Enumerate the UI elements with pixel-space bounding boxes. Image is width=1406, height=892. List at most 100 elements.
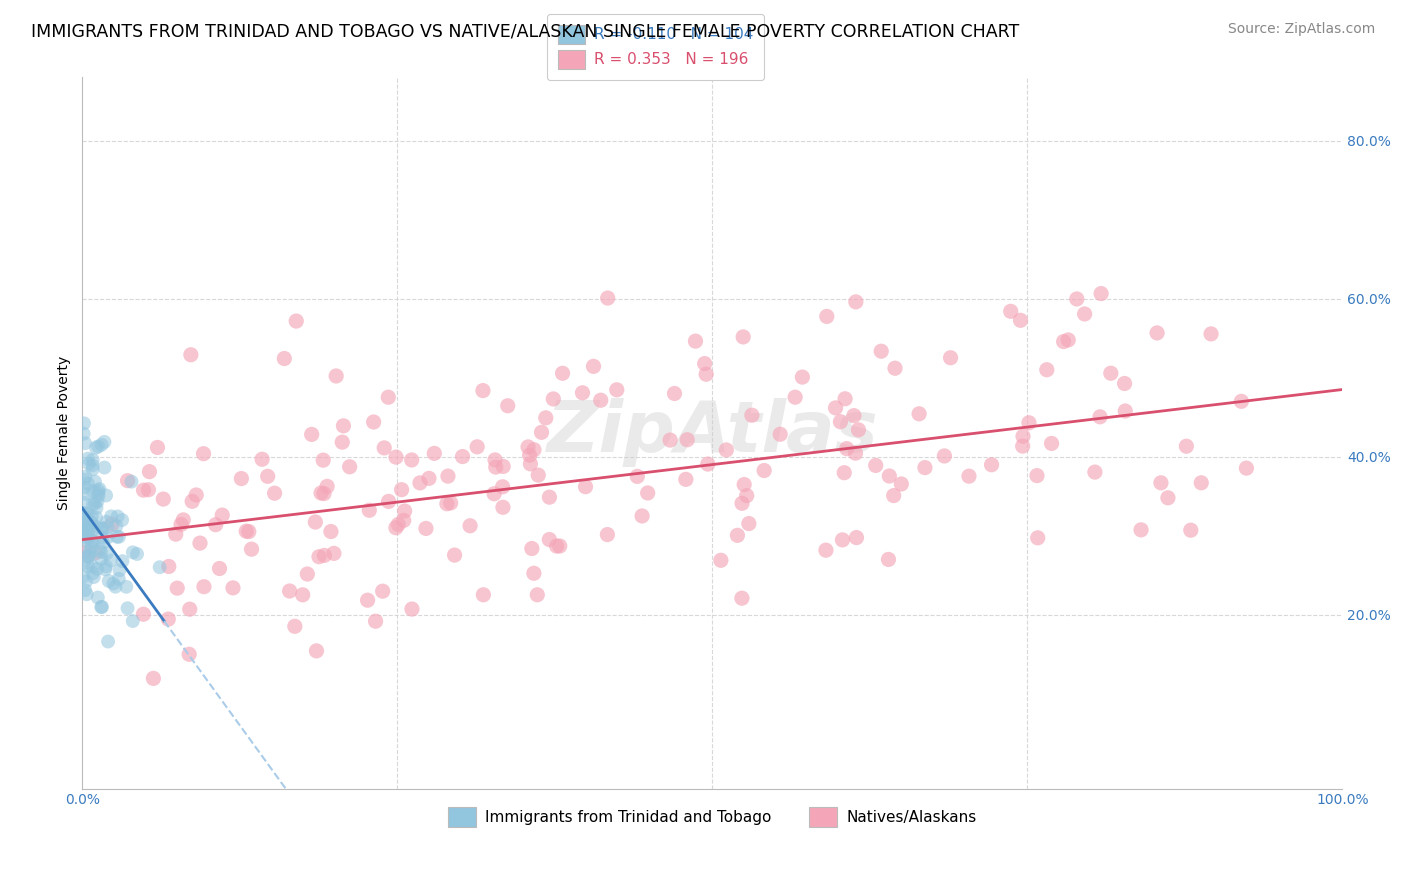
Point (534, 410, 557, 425)
Point (519, 457, 541, 471)
Point (75, 506, 97, 520)
Point (179, 602, 201, 616)
Point (89, 542, 111, 557)
Point (731, 496, 754, 510)
Point (84, 510, 107, 524)
Point (957, 469, 980, 483)
Point (83, 522, 105, 536)
Point (77, 457, 100, 471)
Point (103, 576, 125, 591)
Point (491, 480, 513, 494)
Point (108, 530, 131, 544)
Point (152, 492, 174, 507)
Point (606, 383, 628, 397)
Point (485, 460, 508, 475)
Point (517, 440, 540, 454)
Point (1011, 439, 1033, 453)
Point (1018, 416, 1040, 430)
Point (76, 513, 98, 527)
Point (125, 547, 148, 561)
Point (308, 549, 330, 564)
Point (181, 494, 204, 508)
Point (883, 489, 905, 503)
Point (111, 554, 134, 568)
Point (596, 291, 619, 305)
Point (77, 544, 100, 558)
Point (76, 523, 98, 537)
Point (75, 533, 97, 548)
Point (1175, 439, 1198, 453)
Point (121, 545, 143, 559)
Point (394, 504, 416, 518)
Point (659, 433, 682, 447)
Point (75, 470, 97, 484)
Point (291, 588, 314, 602)
Point (695, 368, 717, 382)
Point (314, 549, 336, 563)
Point (193, 447, 215, 461)
Point (1052, 334, 1074, 349)
Point (76, 507, 98, 521)
Point (82, 559, 104, 574)
Point (89, 482, 111, 496)
Point (82, 484, 104, 499)
Point (339, 459, 361, 474)
Point (527, 468, 550, 483)
Point (409, 475, 432, 490)
Point (908, 407, 931, 421)
Point (250, 452, 273, 467)
Point (596, 527, 619, 541)
Point (664, 386, 686, 401)
Point (166, 581, 188, 595)
Point (574, 480, 596, 494)
Point (77, 559, 100, 574)
Point (980, 458, 1002, 472)
Point (890, 477, 912, 491)
Point (82, 453, 104, 467)
Point (548, 539, 571, 553)
Y-axis label: Single Female Poverty: Single Female Poverty (58, 356, 72, 510)
Point (392, 513, 415, 527)
Point (792, 370, 814, 384)
Point (472, 588, 495, 602)
Point (423, 446, 446, 460)
Point (637, 486, 659, 500)
Point (571, 385, 593, 400)
Point (188, 536, 211, 550)
Point (238, 524, 260, 539)
Point (693, 357, 716, 371)
Point (492, 459, 515, 474)
Point (626, 469, 648, 483)
Point (538, 533, 561, 547)
Point (373, 441, 395, 455)
Point (319, 524, 342, 539)
Point (179, 648, 201, 662)
Point (96, 520, 118, 534)
Point (1114, 376, 1136, 391)
Point (1073, 307, 1095, 321)
Text: IMMIGRANTS FROM TRINIDAD AND TOBAGO VS NATIVE/ALASKAN SINGLE FEMALE POVERTY CORR: IMMIGRANTS FROM TRINIDAD AND TOBAGO VS N… (31, 22, 1019, 40)
Point (231, 471, 253, 485)
Point (80, 534, 103, 549)
Point (96, 531, 118, 545)
Point (546, 539, 568, 553)
Point (769, 427, 792, 442)
Point (377, 494, 399, 508)
Point (363, 415, 385, 429)
Point (82, 458, 104, 473)
Point (73, 480, 96, 494)
Point (73, 473, 96, 487)
Point (458, 518, 481, 533)
Point (1026, 468, 1049, 483)
Point (325, 369, 347, 384)
Point (84, 441, 107, 455)
Legend: Immigrants from Trinidad and Tobago, Natives/Alaskans: Immigrants from Trinidad and Tobago, Nat… (440, 799, 984, 834)
Point (415, 521, 437, 535)
Point (75, 530, 97, 544)
Point (523, 566, 546, 581)
Point (149, 560, 172, 574)
Point (1090, 286, 1112, 301)
Point (520, 541, 543, 556)
Point (104, 580, 127, 594)
Point (138, 483, 160, 497)
